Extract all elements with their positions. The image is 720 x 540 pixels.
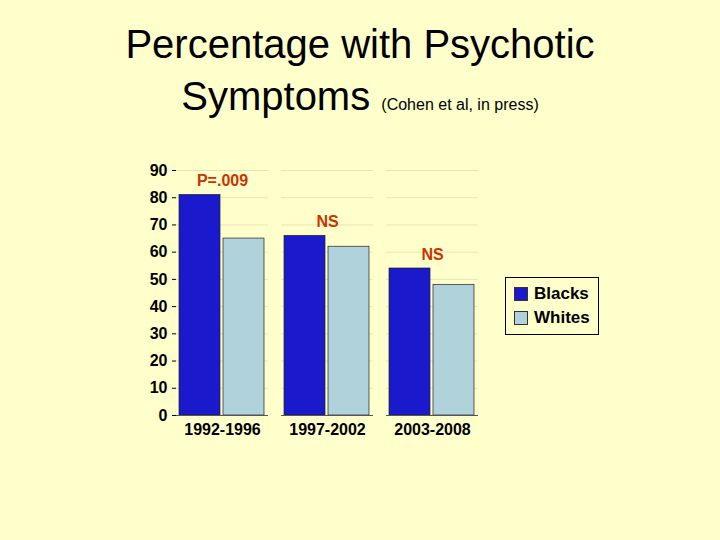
svg-text:0: 0 — [159, 407, 168, 424]
svg-text:80: 80 — [150, 189, 168, 206]
svg-text:2003-2008: 2003-2008 — [394, 421, 471, 438]
svg-text:NS: NS — [421, 246, 444, 263]
svg-text:30: 30 — [150, 325, 168, 342]
svg-text:NS: NS — [316, 213, 339, 230]
html-text:Symptoms: Symptoms — [181, 74, 382, 118]
svg-text:1997-2002: 1997-2002 — [289, 421, 366, 438]
svg-text:20: 20 — [150, 352, 168, 369]
svg-text:P=.009: P=.009 — [197, 172, 248, 189]
svg-text:10: 10 — [150, 379, 168, 396]
html-text:Percentage with Psychotic: Percentage with Psychotic — [125, 22, 595, 66]
svg-text:1992-1996: 1992-1996 — [184, 421, 261, 438]
svg-text:90: 90 — [150, 162, 168, 179]
html-text:Blacks: Blacks — [534, 284, 589, 303]
svg-text:70: 70 — [150, 216, 168, 233]
html-text:(Cohen et al, in press): (Cohen et al, in press) — [381, 96, 539, 113]
svg-text:40: 40 — [150, 298, 168, 315]
html-text:Whites: Whites — [534, 308, 590, 327]
svg-text:60: 60 — [150, 243, 168, 260]
svg-text:50: 50 — [150, 271, 168, 288]
